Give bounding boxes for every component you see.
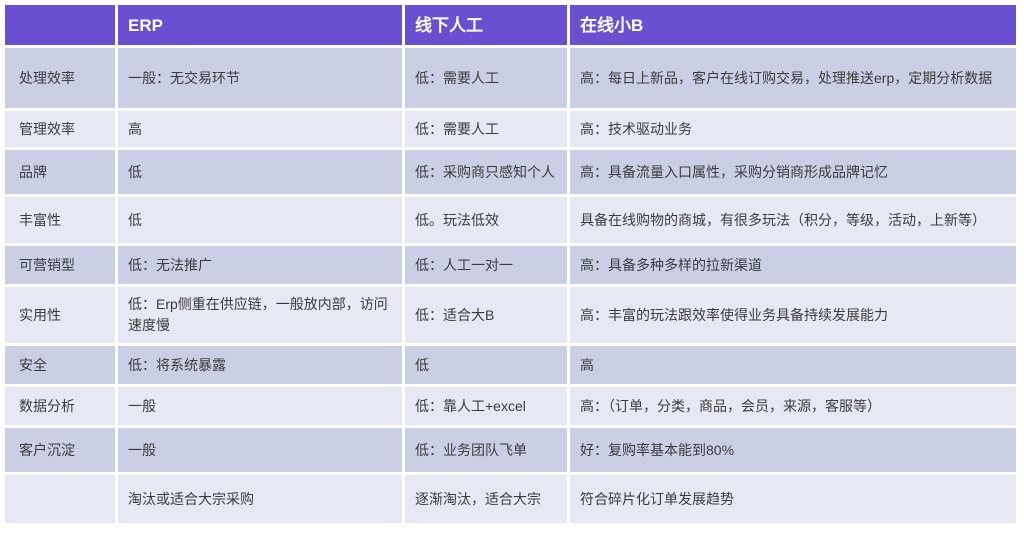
table-cell: 逐渐淘汰，适合大宗 xyxy=(405,475,567,523)
table-cell: 低 xyxy=(405,346,567,384)
header-cell-online-small-b: 在线小B xyxy=(570,5,1016,45)
table-cell: 淘汰或适合大宗采购 xyxy=(118,475,402,523)
table-cell: 低：需要人工 xyxy=(405,48,567,108)
table-cell: 低：靠人工+excel xyxy=(405,387,567,425)
table-cell: 高：每日上新品，客户在线订购交易，处理推送erp，定期分析数据 xyxy=(570,48,1016,108)
table-cell: 符合碎片化订单发展趋势 xyxy=(570,475,1016,523)
header-cell-blank xyxy=(5,5,115,45)
table-cell: 高：（订单，分类，商品，会员，来源，客服等） xyxy=(570,387,1016,425)
table-cell: 低：需要人工 xyxy=(405,111,567,147)
comparison-table: ERP 线下人工 在线小B 处理效率 一般：无交易环节 低：需要人工 高：每日上… xyxy=(5,5,1019,523)
row-label: 丰富性 xyxy=(5,197,115,243)
table-cell: 具备在线购物的商城，有很多玩法（积分，等级，活动，上新等） xyxy=(570,197,1016,243)
header-cell-offline-manual: 线下人工 xyxy=(405,5,567,45)
row-label xyxy=(5,475,115,523)
table-cell: 高：技术驱动业务 xyxy=(570,111,1016,147)
table-cell: 低：Erp侧重在供应链，一般放内部，访问速度慢 xyxy=(118,287,402,343)
table-cell: 低 xyxy=(118,197,402,243)
table-cell: 高 xyxy=(118,111,402,147)
table-cell: 高：具备流量入口属性，采购分销商形成品牌记忆 xyxy=(570,150,1016,194)
table-cell: 低：业务团队飞单 xyxy=(405,428,567,472)
header-cell-erp: ERP xyxy=(118,5,402,45)
row-label: 客户沉淀 xyxy=(5,428,115,472)
table-cell: 高：具备多种多样的拉新渠道 xyxy=(570,246,1016,284)
table-cell: 高 xyxy=(570,346,1016,384)
row-label: 实用性 xyxy=(5,287,115,343)
row-label: 管理效率 xyxy=(5,111,115,147)
table-cell: 低。玩法低效 xyxy=(405,197,567,243)
table-cell: 低：采购商只感知个人 xyxy=(405,150,567,194)
row-label: 安全 xyxy=(5,346,115,384)
row-label: 可营销型 xyxy=(5,246,115,284)
row-label: 品牌 xyxy=(5,150,115,194)
table-cell: 低：人工一对一 xyxy=(405,246,567,284)
table-cell: 一般：无交易环节 xyxy=(118,48,402,108)
table-cell: 好：复购率基本能到80% xyxy=(570,428,1016,472)
table-cell: 一般 xyxy=(118,428,402,472)
row-label: 处理效率 xyxy=(5,48,115,108)
table-cell: 低：将系统暴露 xyxy=(118,346,402,384)
table-cell: 低：适合大B xyxy=(405,287,567,343)
table-cell: 高：丰富的玩法跟效率使得业务具备持续发展能力 xyxy=(570,287,1016,343)
table-cell: 低：无法推广 xyxy=(118,246,402,284)
table-cell: 低 xyxy=(118,150,402,194)
table-cell: 一般 xyxy=(118,387,402,425)
row-label: 数据分析 xyxy=(5,387,115,425)
